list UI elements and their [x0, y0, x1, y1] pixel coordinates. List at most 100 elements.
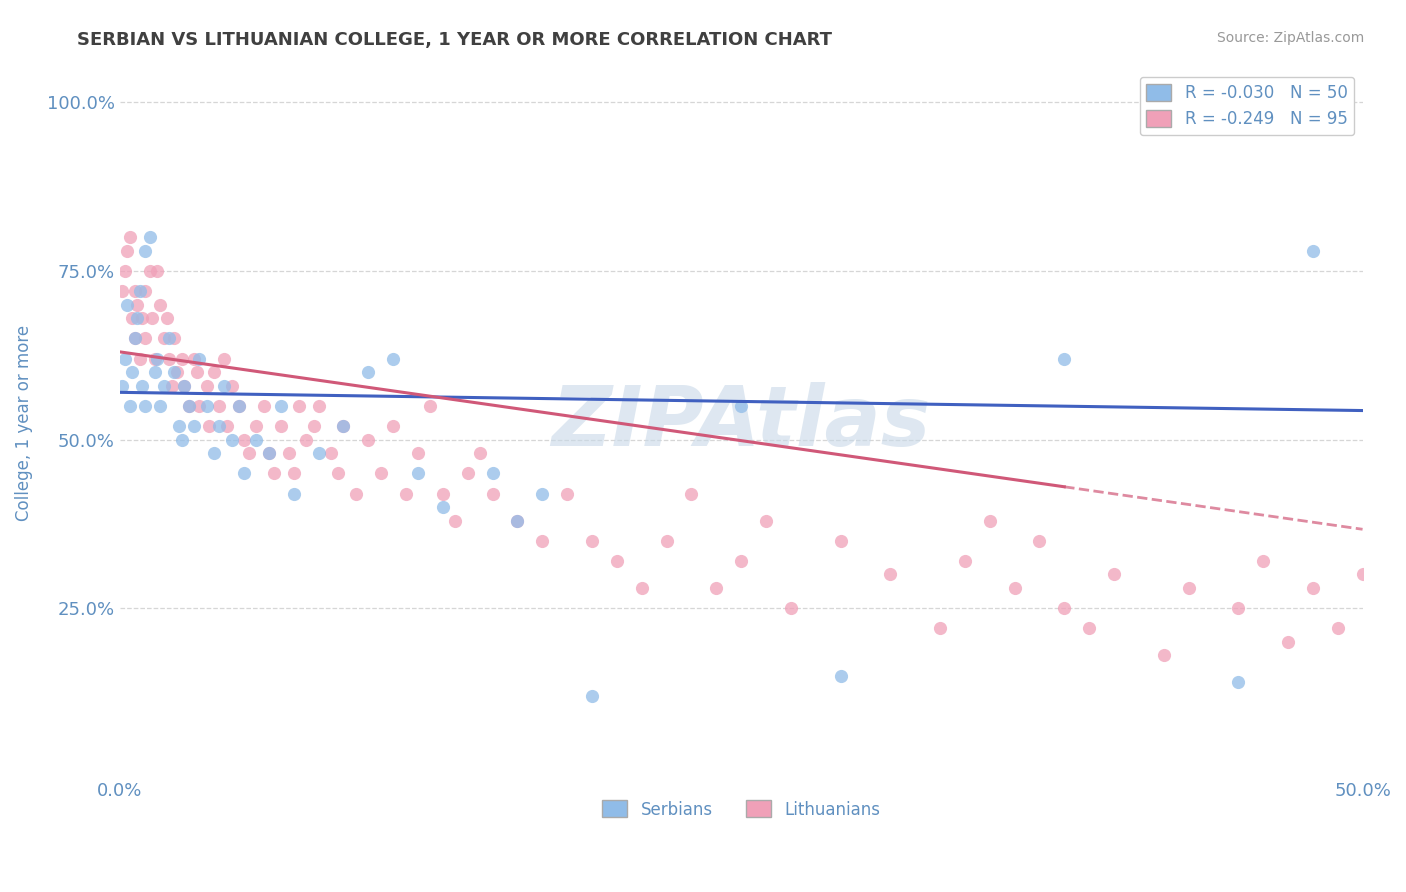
Point [370, 467, 392, 481]
Point [344, 486, 367, 500]
Point [127, 298, 149, 312]
Point [127, 311, 149, 326]
Point [406, 446, 429, 460]
Point [124, 331, 146, 345]
Point [195, 399, 218, 413]
Point [332, 419, 354, 434]
Point [233, 433, 256, 447]
Point [830, 533, 852, 548]
Point [160, 378, 183, 392]
Point [143, 365, 166, 379]
Point [141, 311, 163, 326]
Point [457, 467, 479, 481]
Point [121, 311, 143, 326]
Point [270, 399, 292, 413]
Point [124, 284, 146, 298]
Point [730, 554, 752, 568]
Point [1053, 351, 1076, 366]
Point [270, 419, 292, 434]
Legend: Serbians, Lithuanians: Serbians, Lithuanians [595, 794, 887, 825]
Point [1227, 675, 1250, 690]
Point [118, 399, 141, 413]
Point [481, 467, 503, 481]
Point [979, 514, 1001, 528]
Point [115, 244, 138, 258]
Point [730, 399, 752, 413]
Point [444, 514, 467, 528]
Point [202, 446, 225, 460]
Point [319, 446, 342, 460]
Point [198, 419, 221, 434]
Point [186, 365, 208, 379]
Point [138, 230, 160, 244]
Point [1302, 581, 1324, 595]
Point [681, 486, 703, 500]
Point [208, 399, 231, 413]
Point [382, 351, 405, 366]
Point [1053, 601, 1076, 615]
Point [382, 419, 405, 434]
Point [531, 486, 554, 500]
Point [257, 446, 280, 460]
Point [215, 419, 238, 434]
Point [233, 467, 256, 481]
Point [332, 419, 354, 434]
Point [188, 399, 211, 413]
Point [138, 264, 160, 278]
Point [114, 351, 136, 366]
Point [581, 533, 603, 548]
Y-axis label: College, 1 year or more: College, 1 year or more [15, 325, 32, 521]
Point [1227, 601, 1250, 615]
Point [169, 419, 191, 434]
Point [328, 467, 350, 481]
Point [166, 365, 188, 379]
Point [406, 467, 429, 481]
Point [202, 365, 225, 379]
Point [143, 351, 166, 366]
Point [755, 514, 778, 528]
Point [283, 467, 305, 481]
Point [212, 351, 235, 366]
Point [121, 365, 143, 379]
Point [208, 419, 231, 434]
Point [1153, 648, 1175, 663]
Point [308, 399, 330, 413]
Point [1302, 244, 1324, 258]
Point [1177, 581, 1199, 595]
Text: Source: ZipAtlas.com: Source: ZipAtlas.com [1216, 31, 1364, 45]
Point [131, 378, 153, 392]
Point [1102, 567, 1125, 582]
Point [134, 399, 156, 413]
Point [879, 567, 901, 582]
Point [163, 331, 186, 345]
Point [118, 230, 141, 244]
Point [159, 351, 181, 366]
Point [163, 365, 186, 379]
Point [146, 351, 169, 366]
Point [1028, 533, 1050, 548]
Point [245, 433, 267, 447]
Point [212, 378, 235, 392]
Point [253, 399, 276, 413]
Point [131, 311, 153, 326]
Point [830, 668, 852, 682]
Point [245, 419, 267, 434]
Point [221, 433, 243, 447]
Point [188, 351, 211, 366]
Point [470, 446, 492, 460]
Point [531, 533, 554, 548]
Point [170, 433, 193, 447]
Point [295, 433, 318, 447]
Point [581, 689, 603, 703]
Point [134, 244, 156, 258]
Point [114, 264, 136, 278]
Point [257, 446, 280, 460]
Point [221, 378, 243, 392]
Point [148, 298, 170, 312]
Point [606, 554, 628, 568]
Point [1251, 554, 1274, 568]
Point [124, 331, 146, 345]
Point [1078, 622, 1101, 636]
Point [111, 284, 134, 298]
Point [357, 433, 380, 447]
